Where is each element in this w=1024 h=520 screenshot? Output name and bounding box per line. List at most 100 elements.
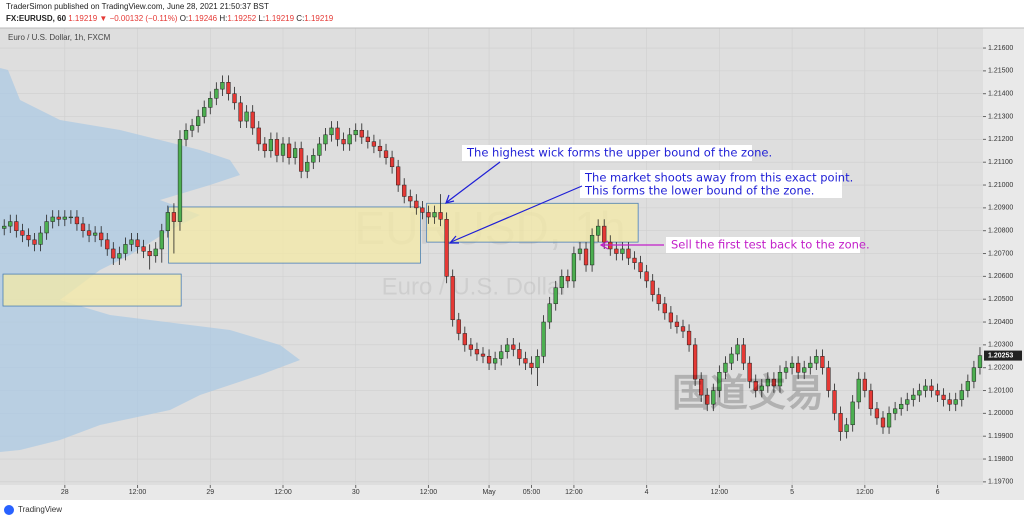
- candle-body: [389, 157, 395, 168]
- candle-body: [505, 344, 510, 352]
- candle-body: [2, 225, 7, 229]
- x-tick-label: May: [482, 489, 496, 496]
- symbol: FX:EURUSD, 60: [6, 14, 67, 23]
- candle-body: [244, 111, 249, 122]
- candle-body: [862, 378, 867, 391]
- candle-body: [929, 385, 934, 391]
- candle-body: [214, 88, 219, 99]
- candle-body: [177, 139, 183, 222]
- candle-body: [299, 148, 304, 172]
- candle-body: [717, 372, 722, 391]
- candle-body: [432, 212, 437, 218]
- candle-body: [523, 358, 528, 364]
- candle-body: [680, 326, 686, 332]
- candle-body: [626, 248, 631, 259]
- x-tick-label: 28: [61, 489, 69, 496]
- watermark-subtitle: Euro / U.S. Dollar: [382, 273, 569, 300]
- y-tick-label: 1.19700: [988, 479, 1013, 486]
- zone: [168, 206, 421, 264]
- candle-body: [462, 333, 467, 346]
- candle-body: [196, 116, 201, 126]
- y-tick-label: 1.20300: [988, 342, 1013, 349]
- y-tick-label: 1.21500: [988, 68, 1013, 75]
- plot-area: [0, 28, 983, 485]
- candle-body: [571, 253, 577, 282]
- y-tick-label: 1.19800: [988, 456, 1013, 463]
- candle-body: [777, 372, 783, 387]
- candle-body: [553, 287, 558, 305]
- candle-body: [589, 235, 595, 266]
- candle-body: [414, 200, 419, 209]
- candle-body: [38, 232, 43, 245]
- candle-body: [377, 145, 383, 152]
- y-tick-label: 1.20700: [988, 250, 1013, 257]
- arrowhead: [599, 240, 609, 250]
- candle-body: [396, 166, 401, 186]
- candle-body: [8, 221, 13, 227]
- candle-body: [802, 367, 807, 373]
- candle-body: [68, 216, 74, 219]
- candle-body: [535, 356, 540, 368]
- candle-body: [692, 344, 698, 380]
- candle-body: [759, 385, 764, 391]
- candle-body: [723, 362, 728, 373]
- candle-body: [50, 216, 55, 222]
- candle-body: [614, 248, 619, 254]
- header: [0, 0, 1024, 28]
- candle-body: [135, 239, 140, 247]
- logo: [4, 505, 14, 515]
- candle-body: [286, 143, 292, 158]
- candle-body: [644, 271, 649, 282]
- candle-body: [92, 232, 98, 236]
- axes: 1.19700 1.19800 1.19900 1.20000 1.20100 1.202…: [61, 45, 1022, 496]
- candle-body: [238, 102, 243, 122]
- candle-body: [911, 394, 916, 400]
- x-tick-label: 12:00: [129, 489, 147, 496]
- candle-body: [838, 413, 843, 432]
- x-tick-label: 12:00: [856, 489, 874, 496]
- candle-body: [480, 353, 486, 357]
- y-tick-label: 1.19900: [988, 433, 1013, 440]
- footer-brand: TradingView: [18, 505, 62, 514]
- candle-body: [674, 321, 680, 327]
- candle-body: [99, 232, 104, 241]
- low-label: L:: [258, 14, 265, 23]
- candle-body: [208, 98, 213, 108]
- candle-body: [796, 362, 801, 373]
- candle-body: [365, 136, 370, 142]
- candle-body: [668, 312, 674, 323]
- candle-body: [26, 235, 31, 241]
- candle-body: [971, 367, 977, 382]
- x-tick-label: 29: [206, 489, 214, 496]
- candle-body: [32, 239, 37, 245]
- y-tick-label: 1.21100: [988, 159, 1013, 166]
- annotation-arrow: [446, 161, 501, 203]
- candle-body: [511, 344, 516, 350]
- last-price: 1.19219: [68, 14, 97, 23]
- candle-body: [305, 161, 310, 172]
- x-tick-label: 12:00: [420, 489, 438, 496]
- chart-title: Euro / U.S. Dollar, 1h, FXCM: [8, 33, 111, 42]
- candle-body: [650, 280, 655, 295]
- y-tick-label: 1.20400: [988, 319, 1013, 326]
- zone: [2, 273, 182, 307]
- candle-body: [741, 344, 746, 364]
- candle-body: [602, 225, 607, 243]
- candle-body: [547, 303, 552, 323]
- candle-body: [153, 248, 158, 257]
- candle-body: [886, 413, 892, 428]
- volume-profile: [0, 68, 300, 452]
- candle-body: [183, 129, 189, 140]
- candle-body: [771, 378, 777, 387]
- candle-body: [44, 221, 49, 234]
- y-tick-label: 1.21000: [988, 182, 1013, 189]
- candle-body: [880, 417, 886, 428]
- candle-body: [632, 257, 637, 263]
- candle-body: [329, 127, 334, 136]
- arrowhead: [445, 194, 455, 204]
- candle-body: [638, 262, 643, 273]
- candle-body: [402, 184, 407, 197]
- candle-body: [747, 362, 752, 382]
- last-price-label: 1.20253: [988, 352, 1013, 359]
- x-tick-label: 12:00: [711, 489, 729, 496]
